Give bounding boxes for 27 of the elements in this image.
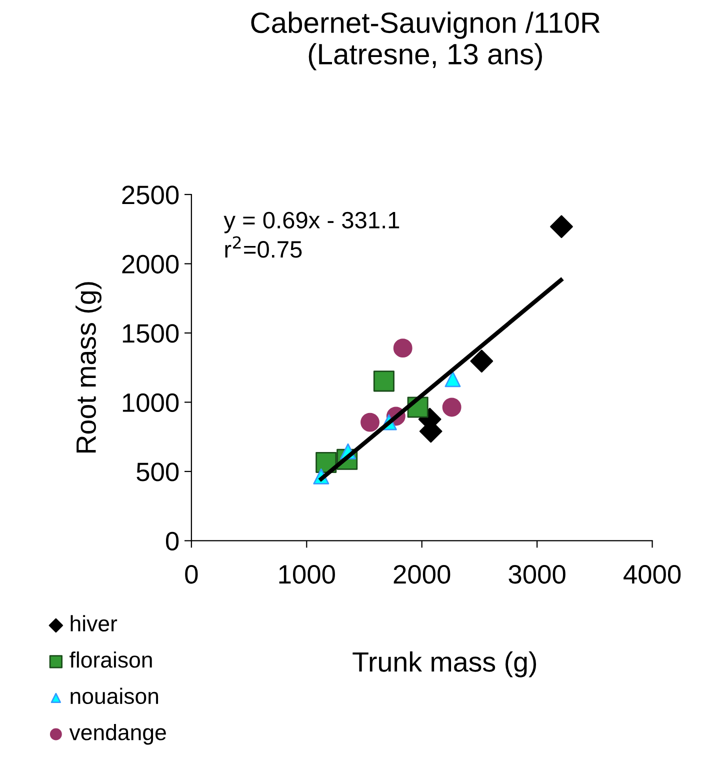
x-axis-title: Trunk mass (g) [352, 651, 536, 678]
legend-label: nouaison [70, 688, 158, 704]
point [442, 398, 462, 417]
y-tick-label: 1500 [122, 324, 179, 343]
point [550, 215, 573, 238]
legend-label: hiver [70, 615, 118, 632]
point [360, 412, 380, 432]
x-tick-label: 0 [185, 565, 198, 584]
x-tick-label: 2000 [394, 565, 450, 584]
y-tick-label: 1000 [122, 393, 179, 412]
annotation: y = 0.69x - 331.1 [224, 212, 400, 234]
y-axis-title: Root mass (g) [76, 282, 102, 453]
point [393, 338, 412, 358]
point [444, 371, 461, 388]
legend-label: floraison [70, 651, 152, 668]
chart-title: Cabernet-Sauvignon /110R (Latresne, 13 ans) [251, 12, 600, 70]
legend-label: vendange [69, 724, 166, 745]
point [373, 370, 394, 392]
y-tick-label: 2000 [122, 254, 179, 274]
point [470, 350, 494, 373]
x-tick-label: 3000 [508, 565, 566, 584]
x-tick-label: 1000 [279, 565, 335, 584]
y-tick-label: 0 [166, 532, 179, 551]
annotation: r$^{2}$=0.75 [225, 236, 302, 258]
x-tick-label: 4000 [624, 565, 681, 584]
y-tick-label: 500 [136, 462, 179, 482]
y-tick-label: 2500 [122, 186, 179, 204]
